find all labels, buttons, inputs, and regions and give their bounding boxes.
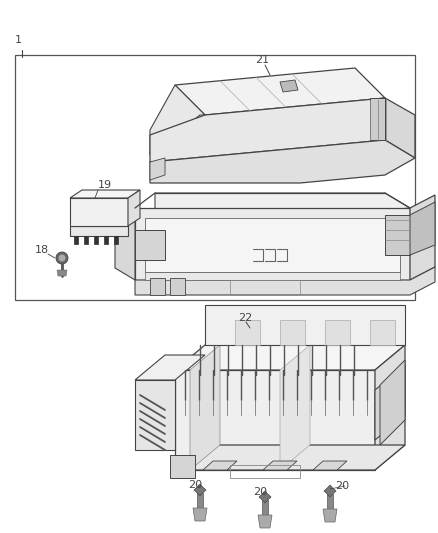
- Polygon shape: [380, 360, 405, 445]
- Polygon shape: [370, 98, 385, 140]
- Polygon shape: [370, 320, 395, 345]
- Text: 20: 20: [253, 487, 267, 497]
- Polygon shape: [327, 494, 333, 514]
- Polygon shape: [263, 461, 297, 470]
- Polygon shape: [57, 270, 67, 276]
- Polygon shape: [70, 198, 128, 226]
- Polygon shape: [325, 320, 350, 345]
- Polygon shape: [280, 320, 305, 345]
- Polygon shape: [190, 345, 220, 470]
- Polygon shape: [203, 461, 237, 470]
- Polygon shape: [150, 158, 165, 180]
- Polygon shape: [235, 320, 260, 345]
- Polygon shape: [128, 190, 140, 226]
- Polygon shape: [135, 208, 410, 280]
- Polygon shape: [70, 226, 128, 236]
- Polygon shape: [150, 140, 415, 183]
- Polygon shape: [70, 190, 140, 198]
- Polygon shape: [385, 98, 415, 158]
- Polygon shape: [175, 370, 375, 470]
- Polygon shape: [323, 509, 337, 522]
- Polygon shape: [375, 365, 405, 440]
- Circle shape: [59, 254, 66, 262]
- Text: 20: 20: [188, 480, 202, 490]
- Polygon shape: [375, 345, 405, 470]
- Text: 1: 1: [15, 35, 22, 45]
- Polygon shape: [170, 455, 195, 478]
- Polygon shape: [135, 355, 205, 380]
- Polygon shape: [280, 345, 310, 470]
- Circle shape: [56, 252, 68, 264]
- Polygon shape: [94, 236, 98, 244]
- Polygon shape: [74, 236, 78, 244]
- Polygon shape: [150, 278, 165, 295]
- Polygon shape: [135, 267, 435, 295]
- Polygon shape: [155, 193, 410, 210]
- Polygon shape: [175, 445, 405, 470]
- Polygon shape: [258, 515, 272, 528]
- Polygon shape: [259, 491, 271, 503]
- Polygon shape: [150, 98, 385, 162]
- Polygon shape: [175, 345, 405, 370]
- Polygon shape: [410, 202, 435, 255]
- Polygon shape: [175, 68, 385, 115]
- Polygon shape: [150, 85, 205, 155]
- Text: 18: 18: [35, 245, 49, 255]
- Polygon shape: [280, 80, 298, 92]
- Text: 21: 21: [255, 55, 269, 65]
- Polygon shape: [194, 484, 206, 496]
- Polygon shape: [193, 508, 207, 521]
- Polygon shape: [170, 278, 185, 295]
- Text: 22: 22: [238, 313, 252, 323]
- Polygon shape: [135, 380, 175, 450]
- Polygon shape: [324, 485, 336, 497]
- Polygon shape: [135, 230, 165, 260]
- Polygon shape: [197, 493, 203, 513]
- Text: 20: 20: [335, 481, 349, 491]
- Polygon shape: [205, 305, 405, 345]
- Polygon shape: [84, 236, 88, 244]
- Polygon shape: [410, 195, 435, 280]
- Polygon shape: [145, 272, 400, 280]
- Polygon shape: [115, 195, 135, 280]
- Polygon shape: [104, 236, 108, 244]
- Polygon shape: [385, 215, 410, 255]
- Bar: [15, 55, 415, 300]
- Text: 19: 19: [98, 180, 112, 190]
- Polygon shape: [114, 236, 118, 244]
- Polygon shape: [145, 218, 400, 272]
- Polygon shape: [262, 500, 268, 520]
- Polygon shape: [313, 461, 347, 470]
